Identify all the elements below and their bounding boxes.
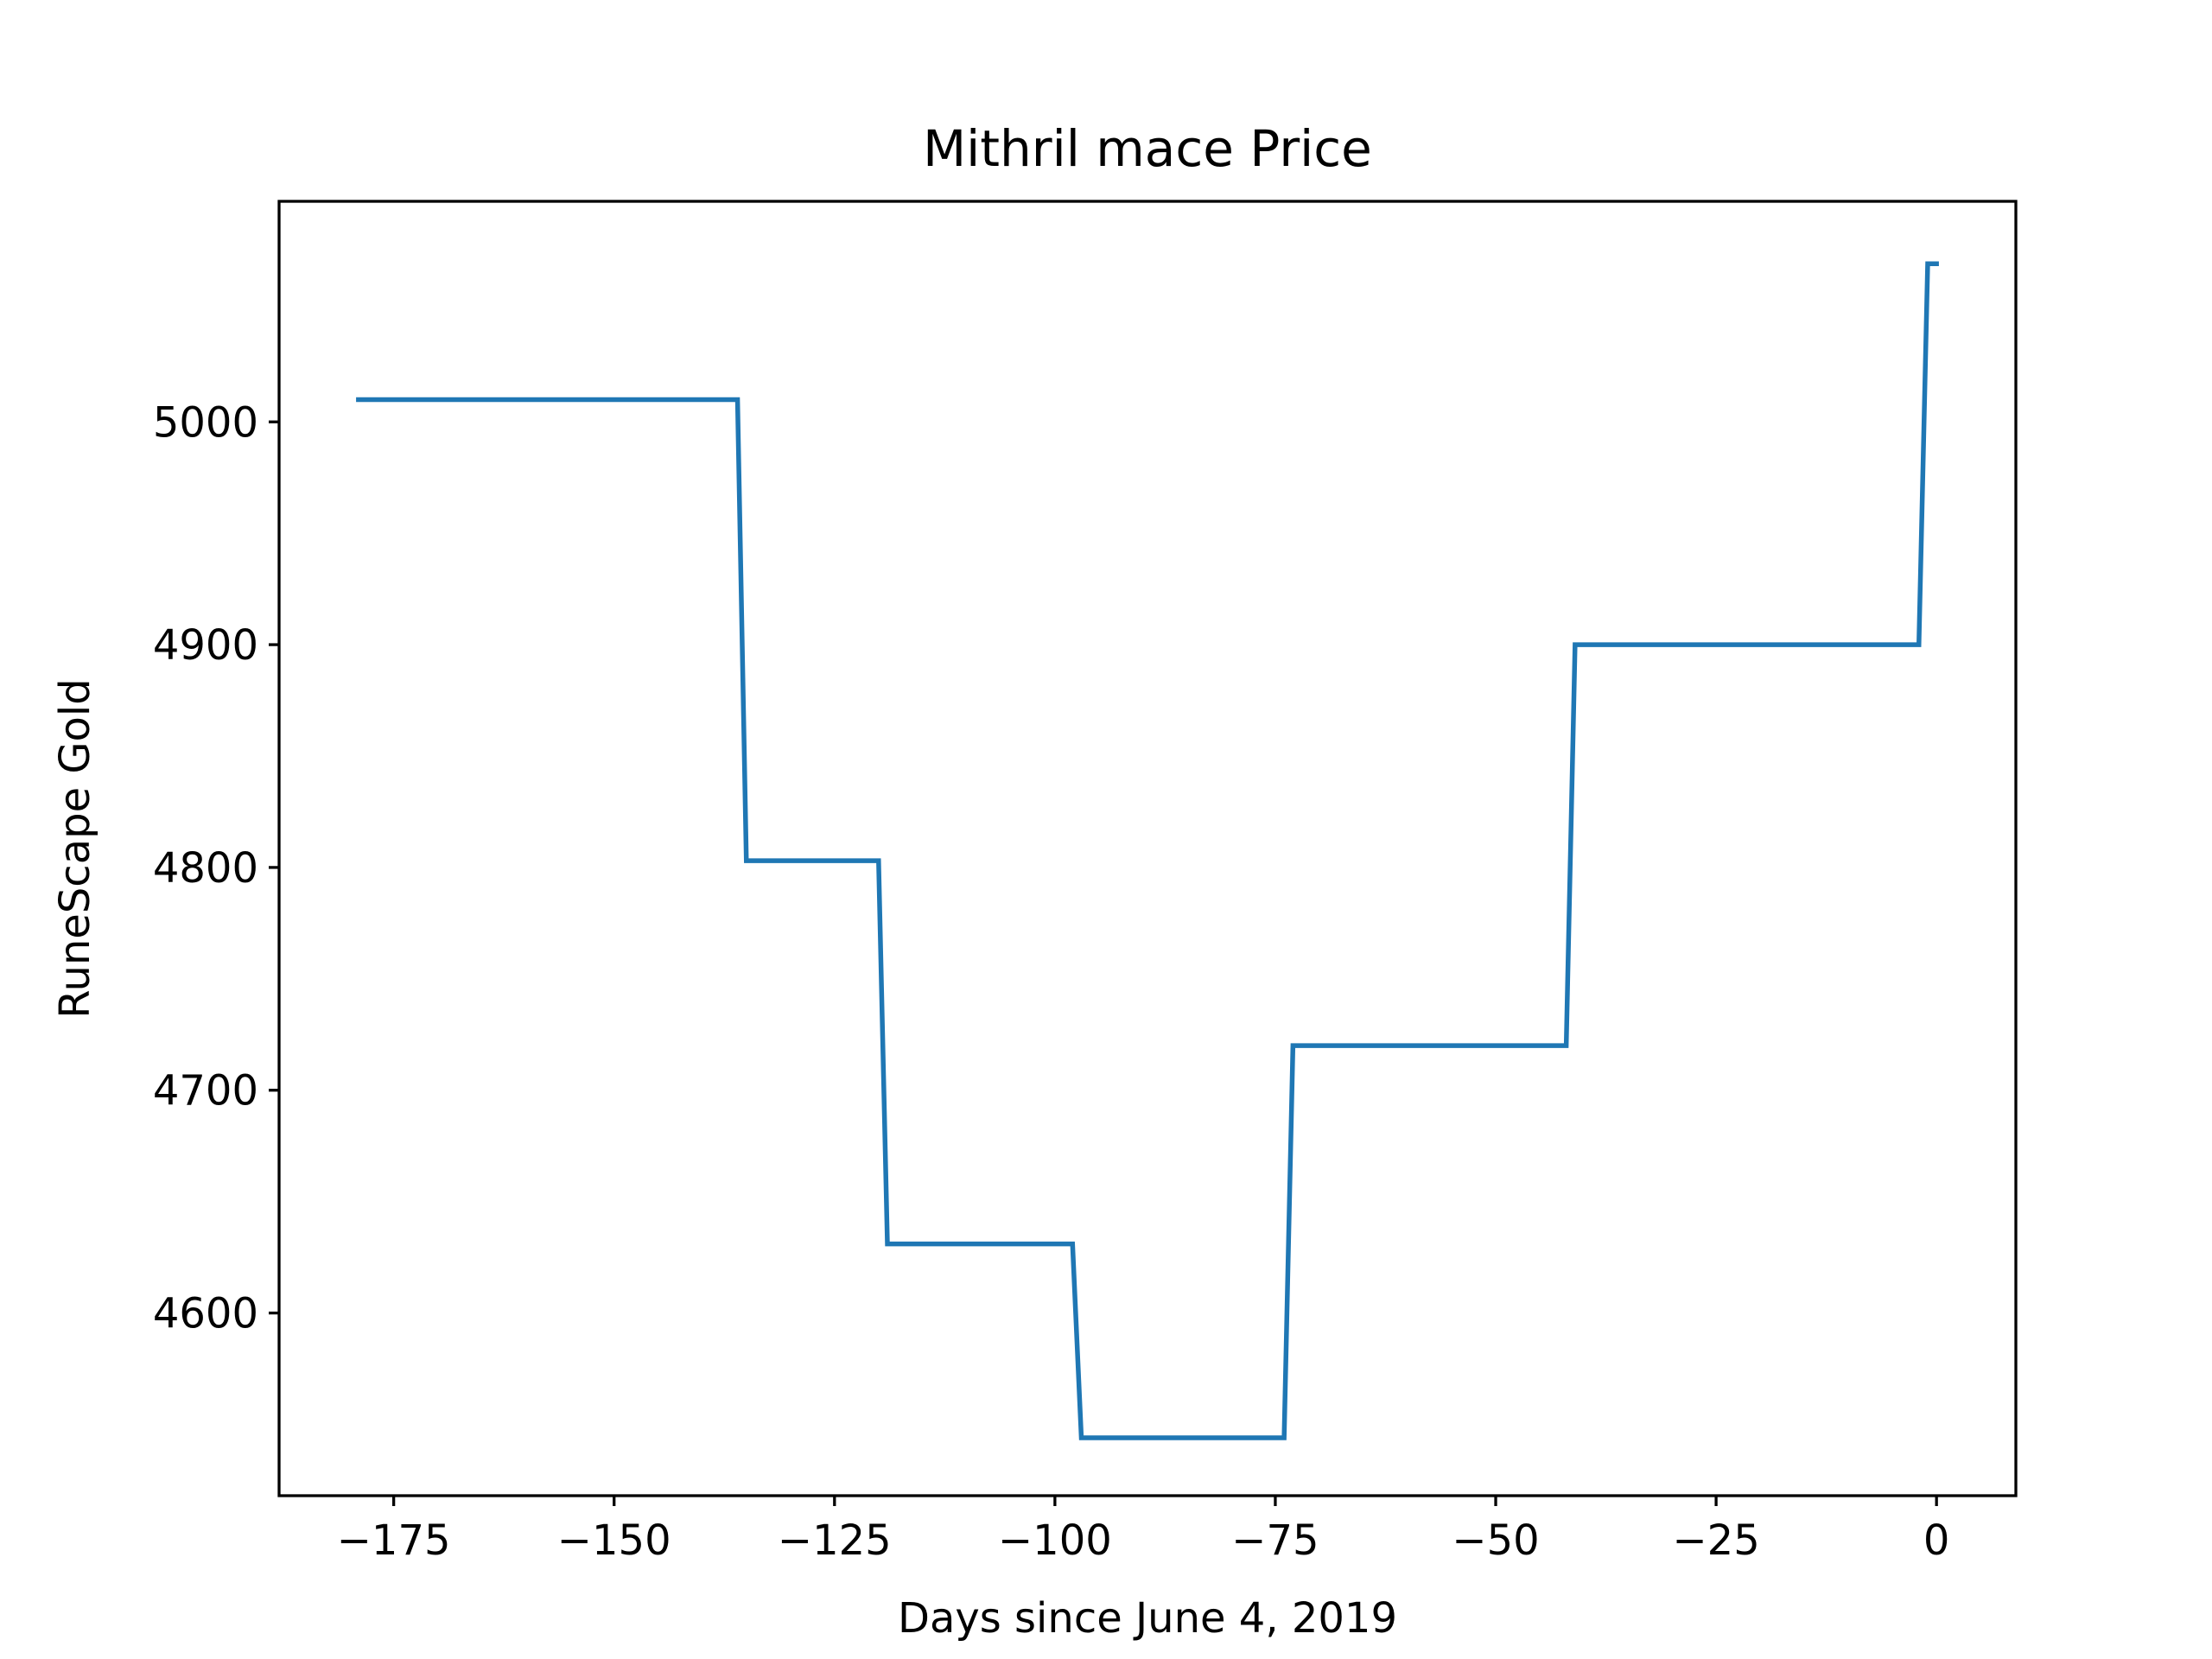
- x-tick-label: −100: [998, 1516, 1112, 1565]
- chart-title: Mithril mace Price: [923, 119, 1372, 178]
- x-axis-label: Days since June 4, 2019: [898, 1594, 1397, 1643]
- y-tick-label: 5000: [153, 398, 258, 447]
- price-series-line: [356, 261, 1939, 1440]
- x-tick-label: −175: [337, 1516, 451, 1565]
- y-axis-label: RuneScape Gold: [51, 678, 99, 1018]
- plot-frame: [277, 200, 2018, 1497]
- y-tick-label: 4900: [153, 621, 258, 670]
- series-group: [356, 261, 1939, 1440]
- x-tick-label: 0: [1923, 1516, 1950, 1565]
- y-tick-label: 4700: [153, 1067, 258, 1116]
- y-ticks: 4600 4700 4800 4900 5000: [153, 398, 279, 1338]
- x-tick-label: −75: [1231, 1516, 1319, 1565]
- x-tick-label: −25: [1672, 1516, 1759, 1565]
- x-tick-label: −150: [557, 1516, 671, 1565]
- y-tick-label: 4600: [153, 1290, 258, 1338]
- x-tick-label: −50: [1452, 1516, 1539, 1565]
- y-tick-label: 4800: [153, 844, 258, 893]
- x-tick-label: −125: [778, 1516, 892, 1565]
- x-ticks: −175 −150 −125 −100 −75 −50 −25 0: [337, 1496, 1950, 1565]
